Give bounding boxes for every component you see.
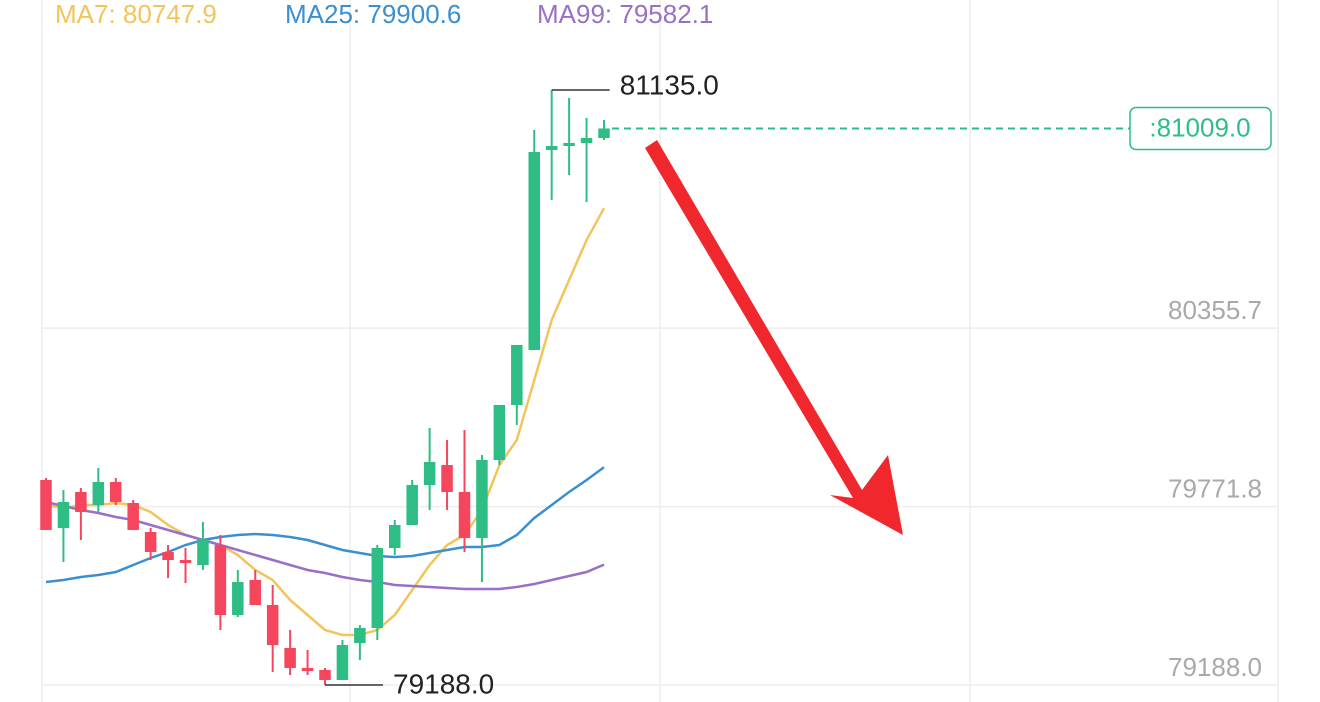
candles xyxy=(40,89,610,686)
y-tick-label: 79771.8 xyxy=(1168,473,1262,503)
candle-body xyxy=(92,482,105,505)
candle-body xyxy=(319,670,331,680)
candle-body xyxy=(214,544,227,616)
candle-body xyxy=(266,604,279,646)
candle-body xyxy=(144,532,157,552)
ma-line xyxy=(45,500,605,591)
candle-body xyxy=(545,145,558,151)
candle-body xyxy=(493,404,506,461)
labels: 79188.0 79771.8 80355.7 MA7: 80747.9 MA25: 7… xyxy=(55,0,1272,699)
grid xyxy=(42,327,1278,686)
candle-body xyxy=(109,482,122,502)
candle-body xyxy=(580,137,593,144)
candle-body xyxy=(336,645,349,680)
legend-entry: MA7: 80747.9 xyxy=(55,0,217,29)
ma-line xyxy=(45,207,606,637)
candle-body xyxy=(406,485,418,526)
candle-body xyxy=(371,547,384,629)
candle-body xyxy=(388,525,401,548)
candle-body xyxy=(284,647,296,669)
high-label: 81135.0 xyxy=(620,69,719,100)
red-arrow xyxy=(645,140,903,535)
candle-body xyxy=(528,151,541,351)
candle-body xyxy=(511,344,523,405)
candle-body xyxy=(423,461,436,486)
candle-body xyxy=(40,479,52,530)
vertical-grid xyxy=(41,0,1279,702)
candle-body xyxy=(476,460,488,538)
candle-body xyxy=(354,628,366,644)
candle-body xyxy=(441,465,453,493)
last-price-label: :81009.0 xyxy=(1149,112,1250,142)
candle-body xyxy=(249,579,262,605)
ma-line xyxy=(45,466,605,584)
candle-body xyxy=(563,143,575,147)
candle-body xyxy=(197,540,209,566)
low-label: 79188.0 xyxy=(393,668,494,699)
y-tick-label: 80355.7 xyxy=(1168,295,1262,325)
candle-body xyxy=(301,668,314,672)
y-tick-label: 79188.0 xyxy=(1168,652,1262,682)
candle-body xyxy=(75,492,87,512)
ma-lines xyxy=(45,207,606,637)
candle-body xyxy=(57,501,70,529)
last-price-box xyxy=(1129,106,1272,151)
candle-body xyxy=(458,492,471,538)
candle-body xyxy=(162,551,174,561)
candle-body xyxy=(127,503,139,530)
candle-body xyxy=(179,560,192,564)
candle-body xyxy=(598,128,610,138)
candle-body xyxy=(232,582,244,616)
legend-entry: MA99: 79582.1 xyxy=(537,0,713,29)
legend-entry: MA25: 79900.6 xyxy=(285,0,461,29)
